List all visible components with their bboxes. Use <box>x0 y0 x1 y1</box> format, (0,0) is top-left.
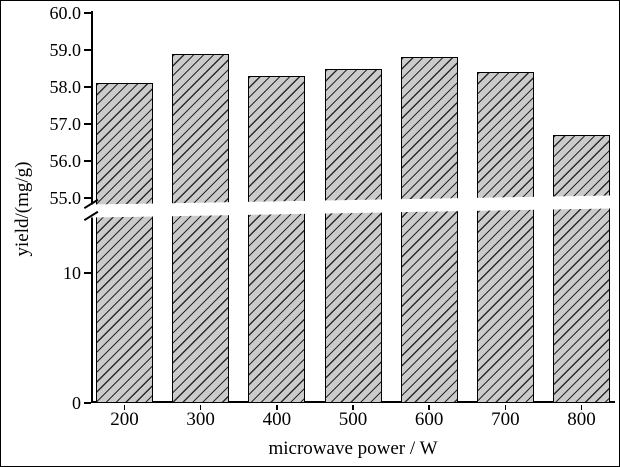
y-tick <box>84 197 91 199</box>
y-tick-label: 55.0 <box>49 188 82 208</box>
y-tick-label: 56.0 <box>49 151 82 171</box>
bar-300 <box>172 53 230 403</box>
x-tick <box>123 405 126 410</box>
x-tick-label: 700 <box>491 409 520 430</box>
x-tick-label: 600 <box>414 409 444 430</box>
x-tick-label: 200 <box>110 409 139 430</box>
y-tick <box>84 123 91 125</box>
bar-800 <box>553 135 610 403</box>
x-tick <box>504 405 507 410</box>
bar-500 <box>324 68 382 403</box>
y-tick-label: 58.0 <box>49 77 82 97</box>
x-tick <box>276 405 278 410</box>
plot-area: 55.0 56.0 57.0 58.0 59.0 60.0 0 10 200 300 400 500 6… <box>50 4 619 429</box>
x-tick-label: 800 <box>567 409 596 430</box>
y-tick <box>84 12 91 14</box>
bar-700 <box>476 72 534 403</box>
x-tick-label: 500 <box>338 409 368 430</box>
y-tick <box>84 272 91 274</box>
y-tick-label: 60.0 <box>49 3 82 23</box>
y-tick <box>84 402 91 404</box>
bar-400 <box>248 75 306 403</box>
bar-600 <box>400 57 458 403</box>
y-tick <box>84 49 91 51</box>
x-tick <box>428 405 430 410</box>
y-tick <box>84 160 91 162</box>
y-tick-label: 10 <box>63 263 81 283</box>
y-axis-title: yield/(mg/g) <box>12 161 33 257</box>
bar-200 <box>96 83 153 403</box>
x-tick-label: 300 <box>186 409 215 430</box>
y-tick <box>84 86 91 88</box>
y-tick-label: 59.0 <box>49 40 82 60</box>
x-tick <box>580 405 583 410</box>
x-axis-title: microwave power / W <box>268 438 438 459</box>
x-tick <box>352 405 354 410</box>
y-tick-label: 57.0 <box>49 114 82 134</box>
x-tick-label: 400 <box>262 409 292 430</box>
y-tick-label: 0 <box>72 393 81 413</box>
x-tick <box>199 405 202 410</box>
